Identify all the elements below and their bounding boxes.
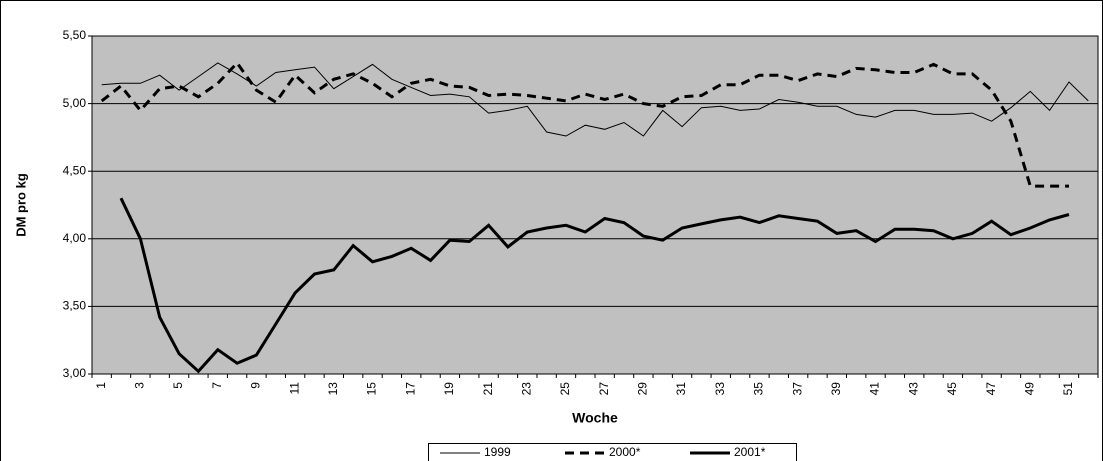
y-tick-label: 3,50 xyxy=(63,299,87,313)
x-tick-label: 23 xyxy=(519,382,533,396)
series-line xyxy=(119,197,1070,374)
y-tick-label: 5,00 xyxy=(63,96,87,110)
y-tick-label: 5,50 xyxy=(63,28,87,42)
x-tick-label: 25 xyxy=(558,382,572,396)
plot-area xyxy=(91,35,1099,375)
series-line xyxy=(101,62,1089,137)
x-tick-label: 51 xyxy=(1061,382,1075,396)
x-tick-label: 15 xyxy=(365,382,379,396)
y-tick-label: 4,50 xyxy=(63,163,87,177)
x-tick-label: 3 xyxy=(133,382,147,389)
x-axis-title: Woche xyxy=(572,410,618,426)
legend-label: 2001* xyxy=(734,445,766,459)
x-tick-label: 41 xyxy=(868,382,882,396)
x-tick-label: 7 xyxy=(210,382,224,389)
legend-box xyxy=(428,443,797,461)
x-tick-label: 47 xyxy=(984,382,998,396)
x-tick-label: 5 xyxy=(171,382,185,389)
y-tick-label: 3,00 xyxy=(63,366,87,380)
x-tick-label: 29 xyxy=(636,382,650,396)
x-tick-label: 33 xyxy=(713,382,727,396)
legend-label: 2000* xyxy=(609,445,641,459)
x-tick-label: 31 xyxy=(674,382,688,396)
x-tick-label: 39 xyxy=(829,382,843,396)
x-tick-label: 11 xyxy=(287,382,301,395)
legend-label: 1999 xyxy=(484,445,511,459)
y-axis-title: DM pro kg xyxy=(13,173,28,237)
x-tick-label: 1 xyxy=(94,382,108,389)
x-tick-label: 37 xyxy=(790,382,804,396)
x-tick-label: 35 xyxy=(752,382,766,396)
x-tick-label: 43 xyxy=(906,382,920,396)
x-tick-label: 13 xyxy=(326,382,340,396)
x-tick-label: 17 xyxy=(403,382,417,396)
y-tick-label: 4,00 xyxy=(63,231,87,245)
x-tick-label: 45 xyxy=(945,382,959,396)
x-tick-label: 49 xyxy=(1022,382,1036,396)
x-tick-label: 27 xyxy=(597,382,611,396)
series-line xyxy=(100,60,1069,188)
x-tick-label: 21 xyxy=(481,382,495,396)
x-tick-label: 9 xyxy=(249,382,263,389)
x-tick-label: 19 xyxy=(442,382,456,396)
